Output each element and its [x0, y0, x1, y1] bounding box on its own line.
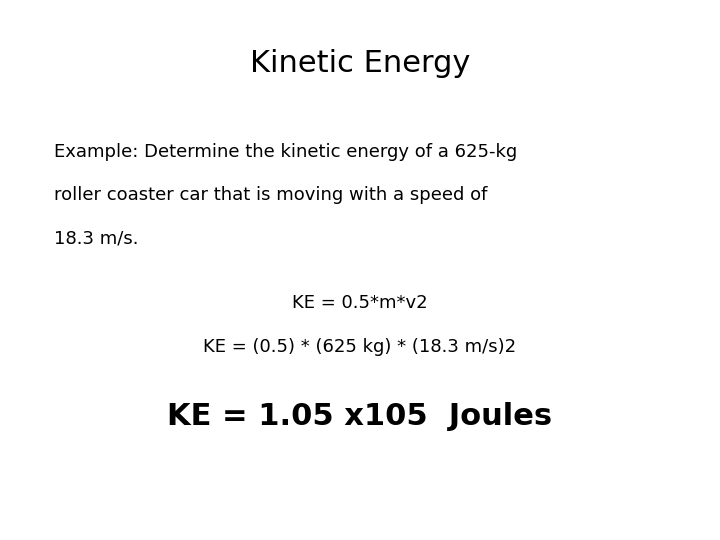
Text: Kinetic Energy: Kinetic Energy: [250, 49, 470, 78]
Text: KE = 0.5*m*v2: KE = 0.5*m*v2: [292, 294, 428, 312]
Text: KE = (0.5) * (625 kg) * (18.3 m/s)2: KE = (0.5) * (625 kg) * (18.3 m/s)2: [204, 338, 516, 355]
Text: KE = 1.05 x105  Joules: KE = 1.05 x105 Joules: [168, 402, 552, 431]
Text: Example: Determine the kinetic energy of a 625-kg: Example: Determine the kinetic energy of…: [54, 143, 517, 161]
Text: 18.3 m/s.: 18.3 m/s.: [54, 230, 138, 247]
Text: roller coaster car that is moving with a speed of: roller coaster car that is moving with a…: [54, 186, 487, 204]
